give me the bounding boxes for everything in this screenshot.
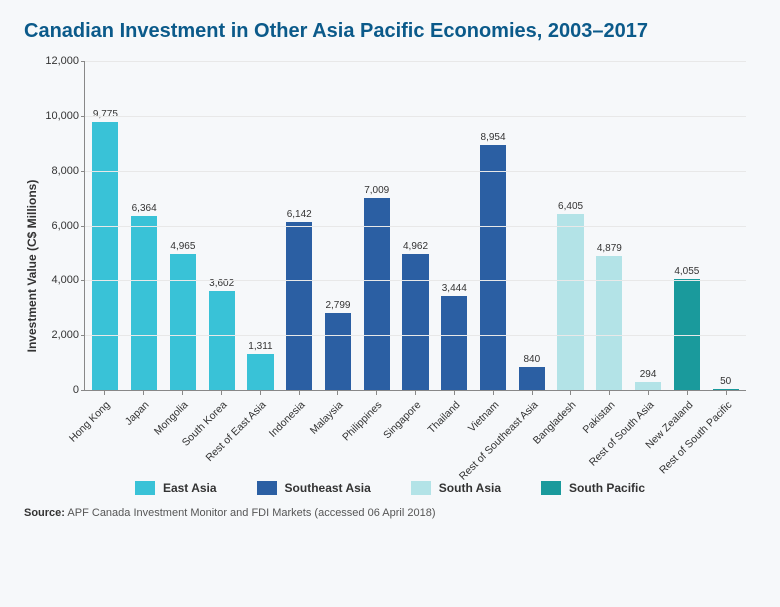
x-tick-mark	[532, 391, 533, 395]
x-tick-mark	[415, 391, 416, 395]
bar-value-label: 4,965	[170, 241, 195, 254]
legend-label: Southeast Asia	[285, 481, 371, 495]
gridline	[85, 335, 746, 336]
y-tick-label: 6,000	[51, 220, 85, 232]
bar-value-label: 8,954	[481, 132, 506, 145]
bar: 6,405	[557, 214, 583, 390]
x-tick-mark	[454, 391, 455, 395]
x-label-slot: Hong Kong	[88, 391, 121, 471]
bar-value-label: 6,364	[132, 203, 157, 216]
bar-value-label: 50	[720, 376, 731, 389]
bar-value-label: 6,142	[287, 209, 312, 222]
y-tick-label: 4,000	[51, 274, 85, 286]
chart-area: Investment Value (C$ Millions) 9,7756,36…	[84, 61, 746, 471]
bar-value-label: 4,962	[403, 241, 428, 254]
source-label: Source:	[24, 507, 65, 519]
bar: 1,311	[247, 354, 273, 390]
bar-value-label: 840	[523, 354, 540, 367]
source-line: Source: APF Canada Investment Monitor an…	[24, 507, 756, 519]
bar-value-label: 4,879	[597, 243, 622, 256]
x-tick-mark	[104, 391, 105, 395]
x-tick-label: Hong Kong	[67, 399, 113, 445]
bar-value-label: 3,444	[442, 283, 467, 296]
x-label-slot: Thailand	[437, 391, 470, 471]
bar: 4,879	[596, 256, 622, 390]
y-axis-label: Investment Value (C$ Millions)	[25, 180, 39, 353]
bar: 6,364	[131, 216, 157, 390]
y-tick-label: 8,000	[51, 165, 85, 177]
x-tick-mark	[143, 391, 144, 395]
legend-swatch	[135, 481, 155, 495]
x-tick-mark	[182, 391, 183, 395]
x-tick-mark	[570, 391, 571, 395]
x-tick-mark	[221, 391, 222, 395]
bar: 3,444	[441, 296, 467, 390]
x-tick-mark	[493, 391, 494, 395]
bar: 9,775	[92, 122, 118, 390]
x-label-slot: Singapore	[399, 391, 432, 471]
x-tick-label: Japan	[123, 399, 152, 428]
bar: 4,962	[402, 254, 428, 390]
x-tick-label: Vietnam	[466, 399, 502, 435]
legend-swatch	[257, 481, 277, 495]
bar-value-label: 2,799	[325, 300, 350, 313]
legend-swatch	[541, 481, 561, 495]
x-tick-mark	[376, 391, 377, 395]
legend: East Asia Southeast Asia South Asia South P…	[24, 481, 756, 495]
x-labels-container: Hong KongJapanMongoliaSouth KoreaRest of…	[88, 391, 742, 471]
x-tick-mark	[337, 391, 338, 395]
legend-item: Southeast Asia	[257, 481, 371, 495]
bar: 8,954	[480, 145, 506, 390]
x-tick-mark	[260, 391, 261, 395]
bar: 50	[713, 389, 739, 390]
y-tick-label: 10,000	[45, 110, 85, 122]
x-tick-mark	[648, 391, 649, 395]
legend-label: East Asia	[163, 481, 217, 495]
bar-value-label: 7,009	[364, 185, 389, 198]
source-text: APF Canada Investment Monitor and FDI Ma…	[67, 507, 435, 519]
x-label-slot: Rest of South Pacific	[709, 391, 742, 471]
bar-value-label: 1,311	[248, 341, 272, 354]
x-tick-mark	[609, 391, 610, 395]
bar: 840	[519, 367, 545, 390]
plot-area: 9,775 6,364 4,965 3,602 1,311 6,142 2,799 7,009…	[84, 61, 746, 391]
legend-item: East Asia	[135, 481, 217, 495]
y-tick-label: 0	[73, 384, 85, 396]
x-tick-mark	[726, 391, 727, 395]
bar: 6,142	[286, 222, 312, 390]
legend-item: South Asia	[411, 481, 501, 495]
x-tick-mark	[687, 391, 688, 395]
bar: 294	[635, 382, 661, 390]
bar-value-label: 6,405	[558, 201, 583, 214]
bar: 7,009	[364, 198, 390, 390]
chart-title: Canadian Investment in Other Asia Pacifi…	[24, 20, 756, 43]
gridline	[85, 171, 746, 172]
gridline	[85, 116, 746, 117]
y-tick-label: 2,000	[51, 329, 85, 341]
x-tick-mark	[299, 391, 300, 395]
legend-label: South Pacific	[569, 481, 645, 495]
x-label-slot: Bangladesh	[554, 391, 587, 471]
bar-value-label: 294	[640, 369, 657, 382]
gridline	[85, 226, 746, 227]
legend-swatch	[411, 481, 431, 495]
gridline	[85, 280, 746, 281]
legend-item: South Pacific	[541, 481, 645, 495]
bar: 4,965	[170, 254, 196, 390]
bar-value-label: 4,055	[674, 266, 699, 279]
bar: 2,799	[325, 313, 351, 390]
y-tick-label: 12,000	[45, 55, 85, 67]
gridline	[85, 61, 746, 62]
legend-label: South Asia	[439, 481, 501, 495]
bar: 3,602	[209, 291, 235, 390]
